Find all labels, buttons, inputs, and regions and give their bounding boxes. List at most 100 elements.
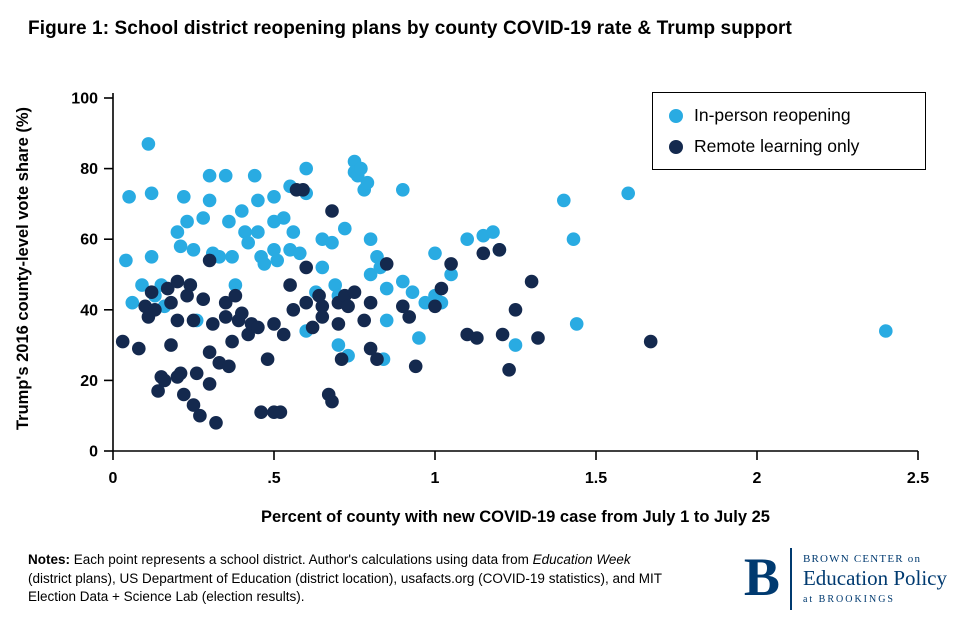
point-remote: [408, 359, 423, 374]
point-remote: [283, 278, 297, 292]
point-remote: [396, 299, 410, 314]
legend-item-remote: Remote learning only: [669, 136, 909, 157]
logo-divider: [789, 548, 792, 610]
point-remote: [251, 320, 265, 335]
point-remote: [218, 310, 233, 324]
legend-item-in-person: In-person reopening: [669, 105, 909, 126]
point-in-person: [144, 250, 159, 264]
point-remote: [151, 384, 165, 398]
point-remote: [189, 366, 204, 381]
point-remote: [164, 338, 178, 352]
point-in-person: [170, 225, 185, 239]
point-remote: [508, 303, 523, 317]
point-in-person: [379, 313, 394, 328]
point-in-person: [202, 168, 217, 183]
point-remote: [305, 320, 320, 335]
point-remote: [267, 317, 281, 331]
point-remote: [341, 299, 355, 314]
point-in-person: [238, 225, 252, 239]
point-in-person: [363, 267, 378, 282]
x-tick-label: 1: [431, 470, 440, 487]
x-tick-label: 1.5: [585, 470, 607, 487]
x-tick-label: 0: [109, 470, 118, 487]
logo-text: BROWN CENTER on Education Policy at BROO…: [803, 553, 947, 604]
point-in-person: [122, 190, 136, 204]
point-remote: [180, 288, 194, 303]
point-remote: [160, 281, 175, 296]
point-in-person: [196, 211, 210, 225]
legend-label-remote: Remote learning only: [694, 136, 860, 156]
point-remote: [186, 398, 201, 412]
point-in-person: [396, 183, 410, 197]
figure-title: Figure 1: School district reopening plan…: [28, 18, 792, 39]
y-tick-label: 40: [80, 302, 98, 319]
point-in-person: [241, 235, 255, 250]
point-remote: [157, 373, 172, 388]
y-tick-label: 60: [80, 232, 98, 249]
point-remote: [444, 257, 458, 271]
point-in-person: [186, 243, 201, 257]
point-in-person: [228, 278, 243, 292]
point-remote: [222, 359, 236, 374]
point-in-person: [621, 186, 635, 201]
y-tick-label: 0: [89, 444, 98, 461]
point-in-person: [267, 190, 281, 204]
point-in-person: [328, 278, 343, 292]
logo-line-education-policy: Education Policy: [802, 566, 947, 591]
point-remote: [164, 295, 178, 310]
brookings-b-icon: B: [743, 547, 780, 607]
point-in-person: [177, 190, 191, 204]
y-tick-label: 80: [80, 161, 98, 178]
point-in-person: [879, 324, 893, 338]
point-in-person: [569, 317, 584, 331]
point-remote: [273, 405, 288, 420]
point-remote: [132, 341, 146, 356]
point-remote: [254, 405, 268, 420]
point-in-person: [363, 232, 378, 246]
point-remote: [643, 334, 658, 349]
legend-dot-remote-icon: [669, 139, 683, 154]
point-remote: [347, 285, 362, 299]
point-remote: [357, 313, 372, 328]
point-in-person: [180, 214, 194, 229]
point-remote: [428, 299, 442, 314]
point-in-person: [141, 137, 156, 151]
point-remote: [325, 394, 339, 409]
point-remote: [115, 334, 130, 349]
point-in-person: [125, 295, 140, 310]
point-remote: [225, 334, 239, 349]
point-remote: [193, 408, 207, 423]
notes-segment-2: (district plans), US Department of Educa…: [28, 570, 662, 605]
point-in-person: [225, 250, 239, 264]
point-in-person: [247, 168, 262, 183]
point-remote: [331, 317, 346, 331]
point-remote: [170, 313, 185, 328]
point-remote: [260, 352, 275, 367]
scatter-plot: 0 20 40 60 80 100 0 .5 1 1.5 2 2.5: [71, 91, 929, 488]
point-remote: [299, 295, 314, 310]
point-remote: [370, 352, 384, 367]
logo-line-brown-center: BROWN CENTER on: [802, 553, 922, 566]
point-remote: [276, 327, 291, 342]
point-remote: [299, 260, 314, 275]
point-remote: [402, 310, 417, 324]
point-remote: [196, 292, 210, 306]
point-remote: [315, 310, 330, 324]
x-tick-label: 2: [753, 470, 762, 487]
point-in-person: [119, 253, 133, 268]
point-in-person: [396, 274, 410, 289]
point-in-person: [354, 161, 368, 176]
legend-label-in-person: In-person reopening: [694, 105, 851, 125]
legend-dot-in-person-icon: [669, 108, 683, 123]
point-remote: [476, 246, 491, 261]
point-remote: [173, 366, 188, 381]
point-in-person: [299, 161, 314, 176]
point-remote: [202, 253, 217, 268]
point-in-person: [370, 250, 384, 264]
brookings-logo: B BROWN CENTER on Education Policy at BR…: [744, 548, 947, 610]
point-in-person: [325, 235, 339, 250]
point-remote: [206, 317, 220, 331]
point-in-person: [557, 193, 571, 208]
point-in-person: [405, 285, 420, 299]
point-in-person: [486, 225, 500, 239]
